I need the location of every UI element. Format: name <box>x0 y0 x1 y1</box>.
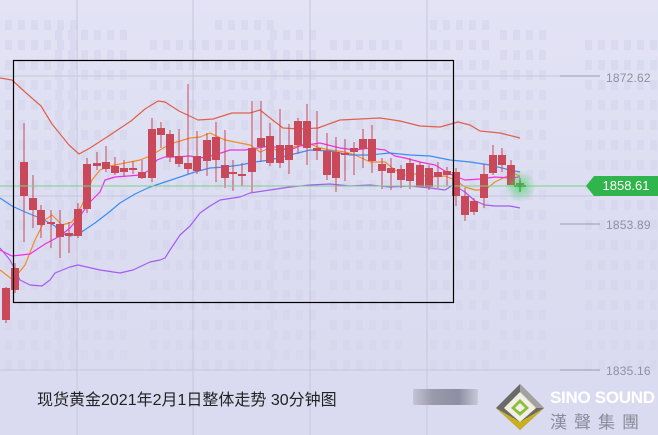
background-building-pattern <box>5 20 657 370</box>
redacted-block <box>413 389 478 405</box>
grid-lines <box>0 0 600 435</box>
diamond-logo-icon <box>496 384 544 430</box>
chart-caption: 现货黄金2021年2月1日整体走势 30分钟图 <box>37 392 337 409</box>
brand-name-en: SINO SOUND <box>550 388 655 407</box>
chart-overlay <box>0 59 594 304</box>
candles <box>2 84 524 323</box>
current-price-tag: 1858.61 <box>586 176 658 196</box>
price-label-bottom: 1835.16 <box>606 364 651 378</box>
price-label-top: 1872.62 <box>606 71 651 85</box>
price-label-mid: 1853.89 <box>606 218 651 232</box>
brand-name-zh: 漢聲集團 <box>550 413 646 432</box>
